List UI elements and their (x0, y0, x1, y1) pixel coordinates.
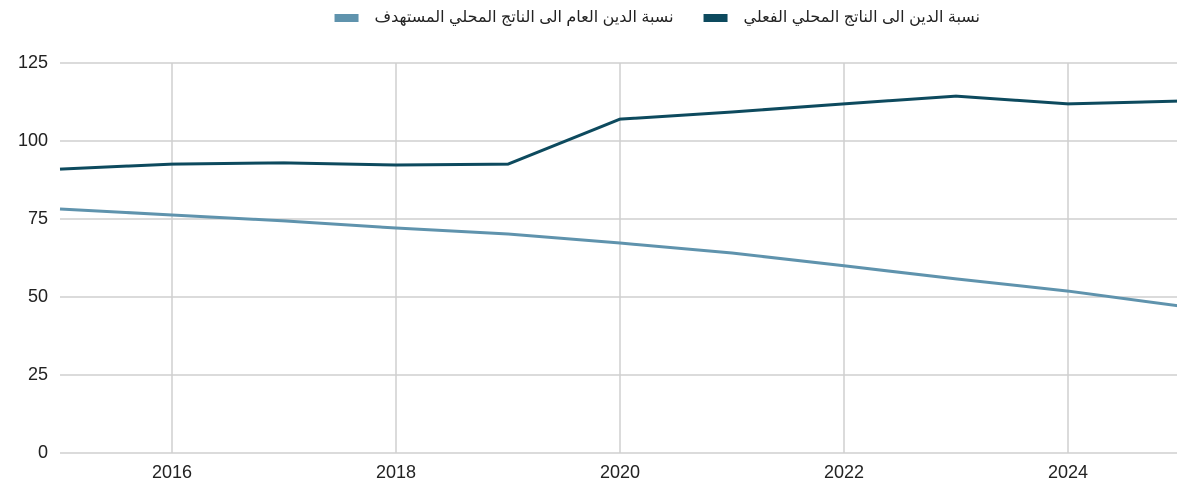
y-tick-label: 25 (28, 364, 48, 384)
y-tick-label: 0 (38, 442, 48, 462)
x-tick-label: 2020 (600, 462, 640, 482)
line-series (59, 94, 1177, 171)
y-tick-label: 125 (18, 52, 48, 72)
y-tick-label: 50 (28, 286, 48, 306)
x-tick-label: 2016 (152, 462, 192, 482)
x-tick-label: 2024 (1048, 462, 1088, 482)
line-series (59, 207, 1177, 308)
x-tick-label: 2022 (824, 462, 864, 482)
legend: نسبة الدين الى الناتج المحلي الفعلي نسبة … (334, 9, 980, 27)
legend-label: نسبة الدين الى الناتج المحلي الفعلي (744, 9, 980, 27)
legend-label: نسبة الدين العام الى الناتج المحلي المست… (375, 9, 674, 27)
legend-swatch (703, 14, 728, 22)
y-tick-label: 100 (18, 130, 48, 150)
x-tick-label: 2018 (376, 462, 416, 482)
y-tick-label: 75 (28, 208, 48, 228)
legend-swatch (334, 14, 359, 22)
